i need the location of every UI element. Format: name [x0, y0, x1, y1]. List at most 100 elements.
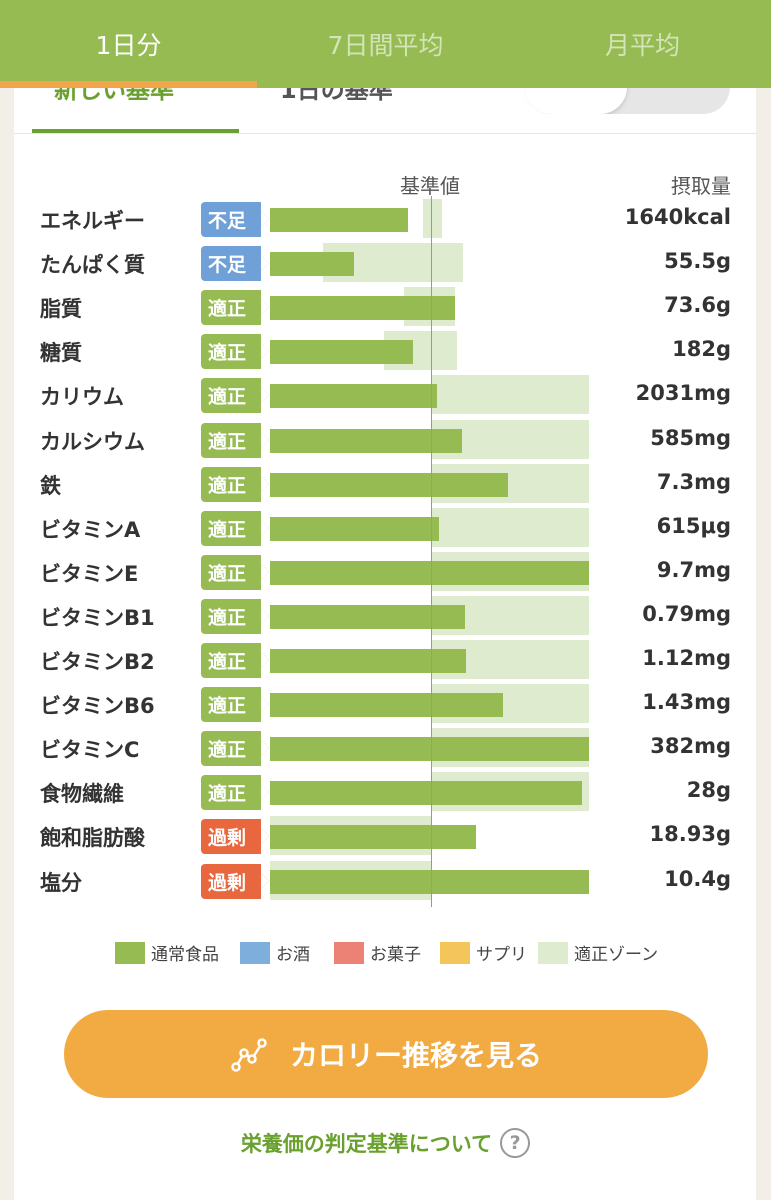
intake-value: 73.6g — [664, 293, 731, 318]
intake-bar — [270, 252, 354, 277]
nutrient-name: 塩分 — [40, 870, 82, 895]
intake-value: 9.7mg — [656, 557, 731, 582]
intake-value: 615μg — [656, 513, 731, 538]
legend-swatch — [538, 941, 568, 964]
status-badge: 不足 — [201, 202, 269, 237]
intake-value: 382mg — [650, 734, 731, 759]
status-badge: 適正 — [201, 290, 269, 326]
legend-label: サプリ — [476, 945, 527, 965]
intake-bar — [270, 208, 409, 232]
legend-item: サプリ — [440, 940, 527, 965]
reference-line — [431, 196, 432, 907]
nutrient-name: 脂質 — [40, 297, 82, 322]
nutrient-name: ビタミンE — [40, 561, 139, 586]
nutrient-row: ビタミンB2 適正 1.12mg — [0, 640, 771, 684]
nutrient-name: ビタミンB1 — [40, 605, 155, 630]
status-badge: 適正 — [201, 510, 269, 546]
help-circle-icon[interactable]: ? — [500, 1128, 531, 1158]
judgement-criteria-link[interactable]: 栄養価の判定基準について ? — [0, 1128, 771, 1158]
nutrient-row: 塩分 過剰 10.4g — [0, 860, 771, 905]
view-calorie-trend-button[interactable]: カロリー推移を見る — [64, 1010, 708, 1098]
nutrient-row: 糖質 適正 182g — [0, 331, 771, 375]
period-tab-bar: 1日分 7日間平均 月平均 — [0, 0, 771, 88]
chart-legend: 通常食品 お酒 お菓子 サプリ 適正ゾーン — [0, 940, 771, 970]
active-tab-indicator — [0, 81, 257, 88]
nutrient-row: 脂質 適正 73.6g — [0, 287, 771, 331]
nutrient-name: 飽和脂肪酸 — [40, 826, 145, 851]
intake-bar — [270, 560, 589, 585]
status-badge: 過剰 — [201, 863, 269, 899]
nutrient-name: たんぱく質 — [40, 253, 145, 278]
tab-one-day[interactable]: 1日分 — [95, 31, 162, 60]
cta-label: カロリー推移を見る — [289, 1039, 542, 1072]
status-badge: 過剰 — [201, 819, 269, 855]
nutrient-row: カルシウム 適正 585mg — [0, 419, 771, 464]
intake-value: 18.93g — [649, 822, 731, 847]
intake-value: 0.79mg — [642, 601, 731, 626]
legend-label: お酒 — [276, 945, 310, 965]
legend-label: お菓子 — [370, 945, 421, 965]
status-badge: 適正 — [201, 775, 269, 811]
nutrient-row: 食物繊維 適正 28g — [0, 772, 771, 816]
legend-item: お菓子 — [334, 940, 421, 965]
tab-monthly-average[interactable]: 月平均 — [604, 31, 680, 60]
nutrient-name: カリウム — [40, 385, 124, 410]
intake-value: 7.3mg — [656, 469, 731, 494]
nutrient-name: ビタミンB6 — [40, 694, 155, 719]
legend-swatch — [240, 941, 270, 964]
legend-label: 通常食品 — [151, 945, 219, 965]
nutrient-row: 鉄 適正 7.3mg — [0, 463, 771, 508]
nutrient-name: ビタミンC — [40, 738, 140, 763]
intake-bar — [270, 604, 465, 629]
nutrient-name: ビタミンA — [40, 517, 141, 542]
optimal-zone — [431, 375, 589, 415]
status-badge: 適正 — [201, 643, 269, 678]
intake-value: 1.43mg — [642, 690, 731, 715]
intake-bar — [270, 428, 462, 453]
status-badge: 適正 — [201, 334, 269, 370]
trend-line-icon — [231, 1038, 267, 1072]
legend-item: 通常食品 — [115, 940, 219, 965]
nutrient-row: 飽和脂肪酸 過剰 18.93g — [0, 816, 771, 860]
intake-bar — [270, 516, 440, 541]
nutrient-name: 鉄 — [40, 473, 61, 498]
legend-swatch — [334, 941, 364, 964]
status-badge: 適正 — [201, 422, 269, 458]
intake-bar — [270, 649, 467, 673]
legend-swatch — [115, 941, 145, 964]
nutrient-row: カリウム 適正 2031mg — [0, 375, 771, 419]
nutrient-row: ビタミンB6 適正 1.43mg — [0, 684, 771, 728]
info-link-label: 栄養価の判定基準について — [240, 1132, 493, 1156]
intake-value: 585mg — [650, 425, 731, 450]
nutrient-row: ビタミンB1 適正 0.79mg — [0, 595, 771, 640]
intake-bar — [270, 340, 414, 365]
nutrient-row: ビタミンE 適正 9.7mg — [0, 551, 771, 596]
subtab-indicator — [32, 129, 239, 133]
legend-item: お酒 — [240, 940, 310, 965]
intake-bar — [270, 472, 509, 497]
nutrient-name: 糖質 — [40, 341, 82, 366]
intake-bar — [270, 781, 583, 806]
intake-bar — [270, 737, 589, 762]
intake-value: 28g — [686, 778, 731, 803]
intake-bar — [270, 869, 589, 894]
reference-header: 基準値 — [400, 174, 460, 198]
intake-bar — [270, 693, 504, 718]
optimal-zone — [422, 199, 443, 238]
status-badge: 不足 — [201, 246, 269, 282]
intake-value: 55.5g — [664, 249, 731, 274]
legend-swatch — [440, 941, 470, 964]
nutrient-name: エネルギー — [40, 209, 145, 233]
status-badge: 適正 — [201, 687, 269, 723]
tab-seven-day-average[interactable]: 7日間平均 — [327, 31, 444, 60]
nutrient-row: たんぱく質 不足 55.5g — [0, 243, 771, 287]
intake-value: 2031mg — [635, 381, 731, 406]
status-badge: 適正 — [201, 731, 269, 767]
nutrient-name: カルシウム — [40, 429, 145, 454]
intake-value: 10.4g — [664, 866, 731, 891]
intake-bar — [270, 384, 438, 409]
nutrient-name: 食物繊維 — [40, 782, 124, 807]
nutrient-row: ビタミンA 適正 615μg — [0, 507, 771, 552]
intake-value: 1.12mg — [642, 646, 731, 670]
legend-label: 適正ゾーン — [574, 945, 659, 965]
